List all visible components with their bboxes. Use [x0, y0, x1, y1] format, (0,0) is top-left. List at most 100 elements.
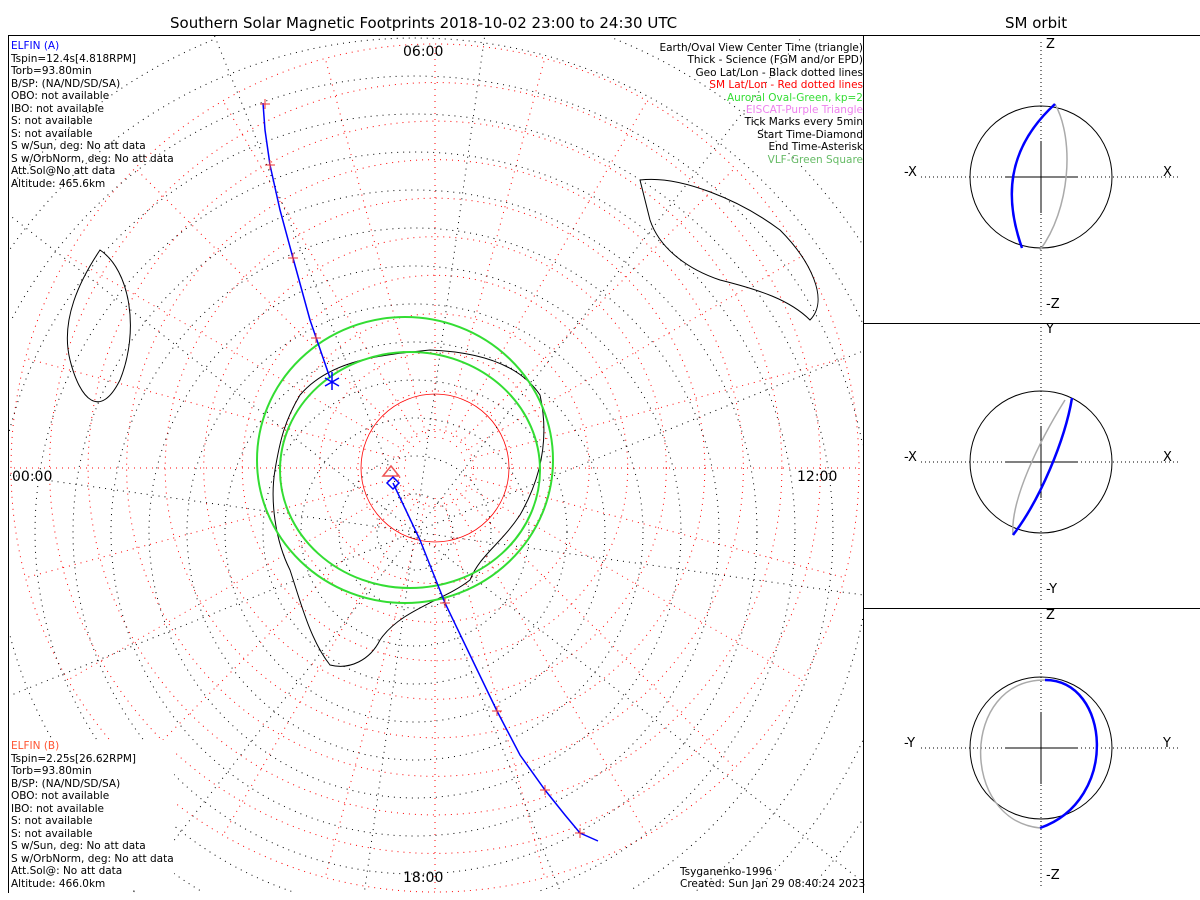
geo-lat-circle: [224, 341, 606, 723]
info-line: S: not available: [11, 815, 93, 827]
info-line: OBO: not available: [11, 90, 110, 102]
axis-label-top: Z: [1046, 37, 1055, 52]
sm-lat-circle: [126, 159, 744, 777]
tick-mark: [311, 333, 321, 343]
end-time-asterisk: [324, 372, 340, 390]
sm-lon-line: [449, 100, 648, 443]
geo-lat-circle: [72, 189, 758, 875]
created-label: Created: Sun Jan 29 08:40:24 2023: [680, 878, 866, 890]
legend-item: VLF-Green Square: [767, 153, 863, 166]
axis-label-bottom: -Z: [1046, 297, 1060, 312]
geo-lon-line: [414, 35, 486, 533]
info-line: S: not available: [11, 127, 93, 140]
axis-label-bottom: -Y: [1046, 582, 1058, 597]
sm-lat-circle: [318, 351, 552, 585]
info-line: B/SP: (NA/ND/SD/SA): [11, 77, 121, 90]
legend-item: Auroral Oval-Green, kp=2: [726, 91, 863, 104]
sm-lon-line: [25, 475, 407, 579]
legend-item: End Time-Asterisk: [768, 141, 863, 154]
sm-lon-line: [67, 255, 410, 454]
orbit-back: [979, 679, 1046, 829]
geo-lon-line: [363, 531, 416, 893]
start-time-diamond: [385, 475, 401, 491]
legend: Earth/Oval View Center Time (triangle) Th…: [659, 42, 863, 166]
orbit-frame: [864, 35, 1200, 893]
geo-lon-line: [133, 531, 416, 893]
tick-mark: [260, 99, 270, 109]
geo-lon-line: [8, 214, 416, 533]
geo-lon-line: [8, 474, 416, 533]
sm-lon-line: [460, 482, 803, 681]
info-line: OBO: not available: [11, 790, 110, 802]
geo-lon-line: [414, 531, 864, 596]
sm-lat-circle: [203, 236, 667, 700]
sm-lon-line: [222, 493, 421, 836]
sm-lon-line: [324, 58, 428, 440]
sm-lat-circle: [357, 390, 513, 546]
orbit-back: [1039, 103, 1068, 251]
info-line: Altitude: 466.0km: [11, 877, 106, 890]
geo-lon-line: [414, 350, 864, 533]
geo-lon-line: [414, 531, 864, 883]
mlt-label-right: 12:00: [797, 469, 838, 485]
view-center-triangle: [381, 464, 401, 477]
orbit-back: [1012, 399, 1066, 536]
sm-lon-line: [449, 493, 648, 836]
axis-label-right: X: [1163, 450, 1172, 465]
info-line: IBO: not available: [11, 802, 104, 815]
info-line: Tspin=2.25s[26.62RPM]: [11, 752, 136, 765]
tick-mark: [265, 160, 275, 170]
info-line: IBO: not available: [11, 102, 104, 115]
axis-label-left: -Y: [904, 736, 916, 751]
axis-label-left: -X: [904, 165, 917, 180]
sm-lon-line: [67, 482, 410, 681]
sm-lat-circle: [87, 120, 783, 816]
antarctica-outline: [272, 349, 545, 667]
origin-cross: [1005, 141, 1077, 213]
elfin-a-name: ELFIN (A): [11, 40, 60, 52]
geo-lat-circle: [11, 75, 864, 892]
legend-item: Geo Lat/Lon - Black dotted lines: [695, 66, 863, 79]
earth-circle: [969, 390, 1113, 534]
sm-lat-circle: [164, 197, 706, 739]
legend-item: Start Time-Diamond: [757, 128, 863, 141]
elfin-b-info: ELFIN (B) Tspin=2.25s[26.62RPM] Torb=93.8…: [11, 740, 174, 890]
sm-lon-line: [455, 488, 736, 769]
geo-lat-circle: [34, 151, 796, 892]
legend-item: Tick Marks every 5min: [744, 116, 863, 129]
info-line: S w/OrbNorm, deg: No att data: [11, 852, 174, 865]
sm-lon-line: [134, 488, 415, 769]
info-line: Att.Sol@: No att data: [11, 865, 123, 877]
auroral-oval-outer: [256, 316, 554, 604]
geo-lon-line: [214, 35, 416, 533]
tick-mark: [492, 706, 502, 716]
panel-divider: [864, 323, 1200, 324]
sm-lon-line: [25, 357, 407, 461]
legend-item: SM Lat/Lon - Red dotted lines: [709, 79, 863, 92]
geo-lat-circle: [110, 227, 720, 837]
sm-lat-circle: [49, 82, 821, 854]
map-frame: [8, 35, 864, 893]
orbit-front: [1010, 103, 1056, 249]
elfin-a-info: ELFIN (A) Tspin=12.4s[4.818RPM] Torb=93.8…: [11, 40, 174, 190]
info-line: B/SP: (NA/ND/SD/SA): [11, 777, 121, 790]
australia-outline: [639, 178, 819, 321]
axis-label-top: Y: [1046, 322, 1054, 337]
geo-lat-circle: [9, 37, 864, 888]
info-line: S w/Sun, deg: No att data: [11, 140, 146, 152]
earth-circle: [969, 676, 1113, 820]
mlt-label-top: 06:00: [403, 44, 444, 60]
legend-item: EISCAT-Purple Triangle: [745, 104, 863, 117]
orbit-front: [1012, 397, 1074, 536]
axis-label-right: X: [1163, 165, 1172, 180]
axis-label-bottom: -Z: [1046, 868, 1060, 883]
legend-item: Thick - Science (FGM and/or EPD): [687, 54, 863, 67]
legend-item: Earth/Oval View Center Time (triangle): [659, 42, 863, 54]
axis-label-top: Z: [1046, 608, 1055, 623]
auroral-oval-inner: [279, 351, 541, 589]
elfin-b-name: ELFIN (B): [11, 740, 60, 752]
tick-mark: [540, 785, 550, 795]
tick-mark: [575, 828, 585, 838]
orbit-front: [1039, 678, 1099, 830]
